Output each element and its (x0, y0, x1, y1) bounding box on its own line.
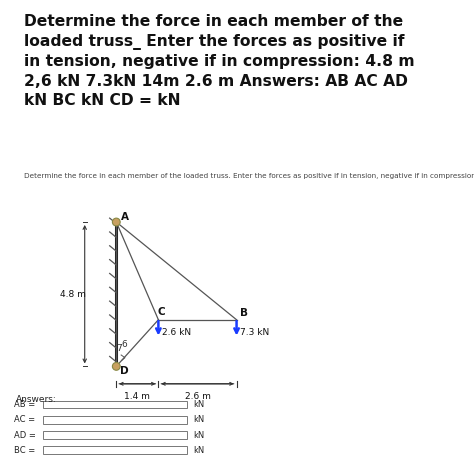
Text: kN: kN (193, 415, 204, 424)
Text: AC =: AC = (14, 415, 36, 424)
Text: A: A (121, 212, 129, 222)
Text: 7.3 kN: 7.3 kN (240, 328, 269, 337)
Bar (43, 447, 187, 454)
Text: C: C (158, 307, 165, 317)
Text: kN: kN (193, 400, 204, 409)
Text: 7: 7 (117, 344, 122, 353)
Text: 1.4 m: 1.4 m (124, 392, 150, 401)
Text: AB =: AB = (14, 400, 36, 409)
Text: 4.8 m: 4.8 m (60, 290, 86, 299)
Text: kN: kN (193, 446, 204, 455)
Bar (43, 401, 187, 408)
Text: 2.6 m: 2.6 m (184, 392, 210, 401)
Text: Determine the force in each member of the loaded truss. Enter the forces as posi: Determine the force in each member of th… (24, 173, 474, 179)
Text: AD =: AD = (14, 431, 36, 440)
Text: 2.6 kN: 2.6 kN (162, 328, 191, 337)
Circle shape (112, 363, 120, 370)
Circle shape (112, 218, 120, 226)
Text: Answers:: Answers: (16, 395, 57, 404)
Text: Determine the force in each member of the
loaded truss_ Enter the forces as posi: Determine the force in each member of th… (24, 14, 414, 108)
Bar (43, 416, 187, 424)
Text: D: D (120, 366, 128, 376)
Text: kN: kN (193, 431, 204, 440)
Bar (43, 431, 187, 439)
Text: 6: 6 (122, 340, 128, 349)
Text: B: B (239, 308, 247, 318)
Text: BC =: BC = (14, 446, 36, 455)
